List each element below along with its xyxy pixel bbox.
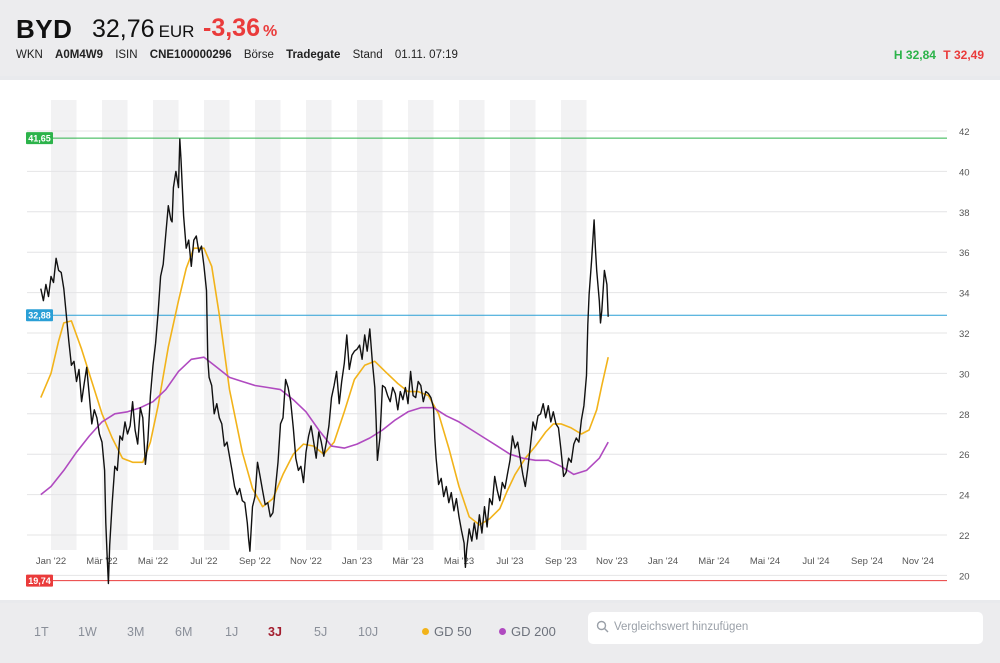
exchange-value: Tradegate xyxy=(286,49,341,61)
grid-band xyxy=(561,100,587,550)
range-5j[interactable]: 5J xyxy=(314,625,328,639)
grid-band xyxy=(204,100,230,550)
reference-label: 41,65 xyxy=(28,134,51,144)
legend-gd50[interactable]: GD 50 xyxy=(422,624,472,639)
search-placeholder: Vergleichswert hinzufügen xyxy=(614,621,749,633)
y-tick-label: 20 xyxy=(959,571,970,582)
reference-badge xyxy=(26,132,53,145)
range-1j[interactable]: 1J xyxy=(225,625,239,639)
price-value: 32,76 xyxy=(92,15,155,43)
price-change: -3,36% xyxy=(203,14,277,43)
x-tick-label: Jan '22 xyxy=(36,556,66,567)
range-3m[interactable]: 3M xyxy=(127,625,145,639)
y-tick-label: 32 xyxy=(959,329,970,340)
x-tick-label: Jul '24 xyxy=(802,556,829,567)
x-tick-label: Mär '23 xyxy=(392,556,423,567)
stand-label: Stand xyxy=(352,49,383,61)
grid-band xyxy=(306,100,332,550)
reference-label: 32,88 xyxy=(28,311,51,321)
reference-badge xyxy=(26,309,53,322)
x-tick-label: Jan '24 xyxy=(648,556,678,567)
quote-header: BYD 32,76 EUR -3,36% WKN A0M4W9 ISIN CNE1… xyxy=(0,0,1000,76)
x-tick-label: Mär '24 xyxy=(698,556,729,567)
range-6m[interactable]: 6M xyxy=(175,625,193,639)
x-tick-label: Jul '22 xyxy=(190,556,217,567)
y-tick-label: 26 xyxy=(959,450,970,461)
x-tick-label: Sep '23 xyxy=(545,556,577,567)
legend-gd50-label: GD 50 xyxy=(434,624,472,639)
y-tick-label: 38 xyxy=(959,208,970,219)
wkn-label: WKN xyxy=(16,49,43,61)
isin-info: ISIN CNE100000296 xyxy=(115,49,231,61)
grid-band xyxy=(357,100,383,550)
low-label: T xyxy=(943,48,951,62)
x-tick-label: Sep '22 xyxy=(239,556,271,567)
y-tick-label: 34 xyxy=(959,289,970,300)
price-currency: EUR xyxy=(158,22,195,41)
range-3j[interactable]: 3J xyxy=(268,625,282,639)
change-unit: % xyxy=(262,23,278,40)
low-value: 32,49 xyxy=(953,48,984,62)
y-tick-label: 30 xyxy=(959,369,970,380)
chart-toolbar: 1T 1W 3M 6M 1J 3J 5J 10J GD 50 GD 200 Ve… xyxy=(0,603,1000,663)
security-meta: WKN A0M4W9 ISIN CNE100000296 Börse Trade… xyxy=(16,49,476,61)
x-tick-label: Sep '24 xyxy=(851,556,883,567)
x-tick-label: Jan '23 xyxy=(342,556,372,567)
gd200-dot-icon xyxy=(499,628,506,635)
grid-band xyxy=(408,100,434,550)
x-tick-label: Nov '24 xyxy=(902,556,934,567)
day-low: T 32,49 xyxy=(943,48,984,62)
wkn-value: A0M4W9 xyxy=(55,49,103,61)
y-tick-label: 42 xyxy=(959,127,970,138)
x-tick-label: Mai '23 xyxy=(444,556,474,567)
grid-band xyxy=(510,100,536,550)
stand-value: 01.11. 07:19 xyxy=(394,49,458,61)
change-value: -3,36 xyxy=(203,14,260,42)
reference-badge xyxy=(26,574,53,587)
y-tick-label: 24 xyxy=(959,491,970,502)
gd50-dot-icon xyxy=(422,628,429,635)
x-tick-label: Mär '22 xyxy=(86,556,117,567)
legend-gd200[interactable]: GD 200 xyxy=(499,624,556,639)
range-1t[interactable]: 1T xyxy=(34,625,49,639)
wkn-info: WKN A0M4W9 xyxy=(16,49,103,61)
x-tick-label: Nov '23 xyxy=(596,556,628,567)
grid-band xyxy=(459,100,485,550)
day-high-low: H 32,84 T 32,49 xyxy=(894,48,984,62)
y-tick-label: 28 xyxy=(959,410,970,421)
reference-label: 19,74 xyxy=(28,576,51,586)
exchange-info: Börse Tradegate xyxy=(244,49,341,61)
legend-gd200-label: GD 200 xyxy=(511,624,556,639)
x-tick-label: Mai '24 xyxy=(750,556,780,567)
current-price: 32,76 EUR xyxy=(92,15,194,44)
y-tick-label: 40 xyxy=(959,167,970,178)
x-tick-label: Nov '22 xyxy=(290,556,322,567)
x-tick-label: Jul '23 xyxy=(496,556,523,567)
high-label: H xyxy=(893,48,903,62)
range-1w[interactable]: 1W xyxy=(78,625,97,639)
high-value: 32,84 xyxy=(905,48,936,62)
compare-search-input[interactable]: Vergleichswert hinzufügen xyxy=(588,612,983,644)
range-10j[interactable]: 10J xyxy=(358,625,379,639)
exchange-label: Börse xyxy=(243,49,274,61)
stand-info: Stand 01.11. 07:19 xyxy=(353,49,467,61)
y-tick-label: 22 xyxy=(959,531,970,542)
price-line xyxy=(40,138,609,585)
isin-value: CNE100000296 xyxy=(149,49,232,61)
day-high: H 32,84 xyxy=(894,48,936,62)
isin-label: ISIN xyxy=(115,49,138,61)
y-tick-label: 36 xyxy=(959,248,970,259)
search-icon xyxy=(596,620,609,633)
ticker-symbol: BYD xyxy=(16,14,73,44)
grid-band xyxy=(102,100,128,550)
x-tick-label: Mai '22 xyxy=(138,556,168,567)
